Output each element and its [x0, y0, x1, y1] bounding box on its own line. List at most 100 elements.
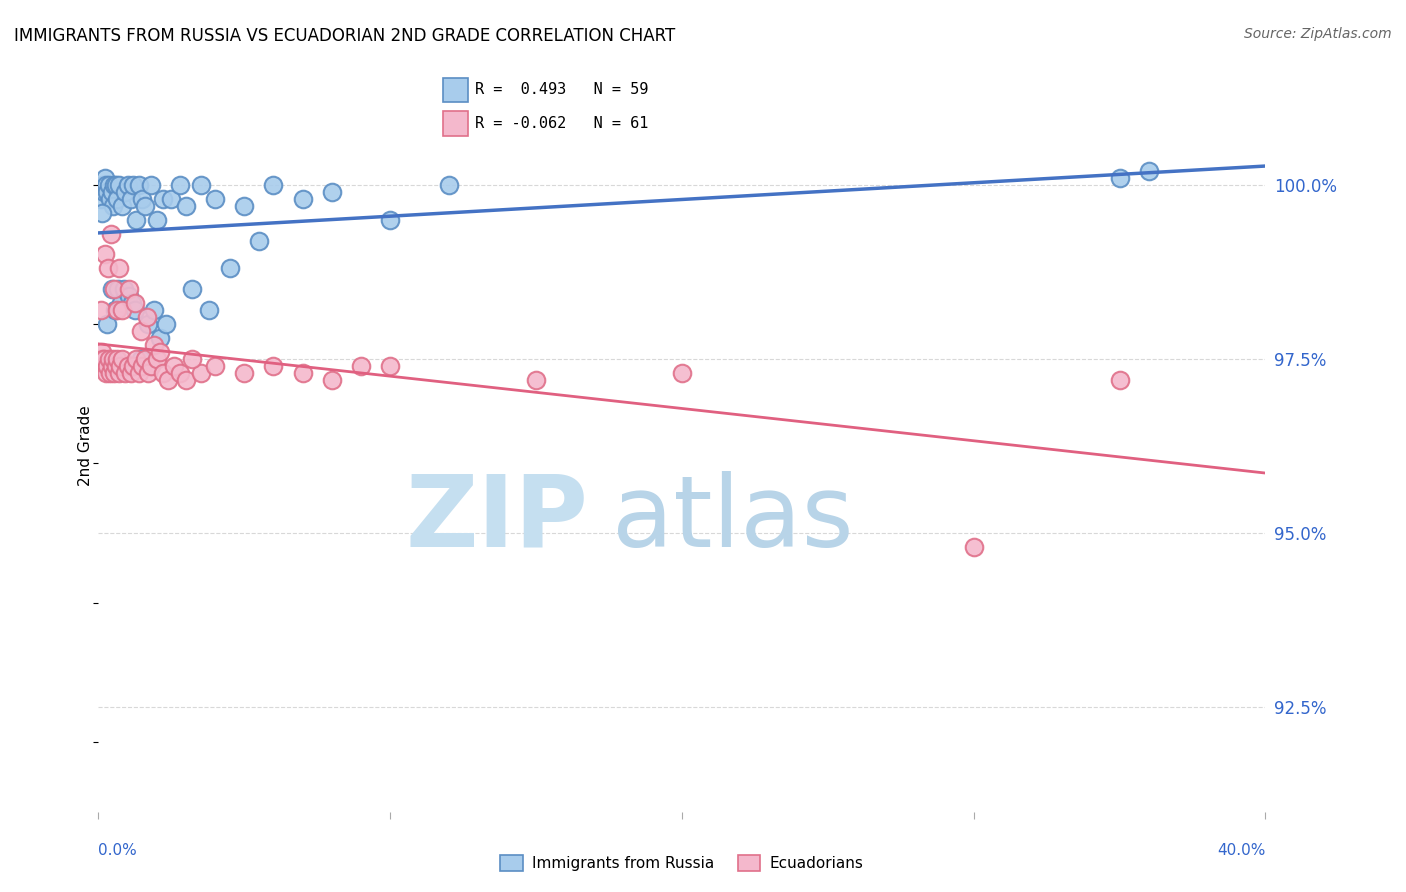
Point — [96, 185, 118, 199]
Point — [1137, 164, 1160, 178]
Point — [97, 178, 120, 192]
Point — [111, 303, 134, 318]
Point — [101, 282, 124, 296]
Point — [118, 289, 141, 303]
Point — [174, 373, 197, 387]
Point — [152, 366, 174, 380]
Point — [90, 205, 112, 219]
Point — [142, 338, 165, 352]
Point — [291, 366, 314, 380]
Point — [110, 359, 132, 373]
Point — [103, 282, 125, 296]
Point — [378, 212, 402, 227]
Point — [321, 185, 343, 199]
Point — [125, 351, 148, 366]
Point — [98, 192, 121, 206]
Point — [128, 178, 150, 192]
Point — [671, 366, 693, 380]
Point — [180, 282, 202, 296]
Point — [90, 345, 112, 359]
Text: R = -0.062   N = 61: R = -0.062 N = 61 — [475, 116, 648, 131]
Point — [91, 351, 114, 366]
Point — [233, 366, 256, 380]
Point — [112, 282, 135, 296]
Point — [146, 351, 169, 366]
Point — [103, 366, 125, 380]
Point — [96, 359, 118, 373]
Point — [117, 359, 139, 373]
Point — [91, 178, 114, 192]
Point — [94, 247, 117, 261]
Point — [190, 178, 212, 192]
Point — [107, 282, 129, 296]
Point — [152, 192, 174, 206]
Point — [105, 192, 128, 206]
Point — [180, 351, 202, 366]
Point — [105, 351, 128, 366]
Point — [129, 324, 152, 338]
Point — [125, 212, 148, 227]
Point — [104, 359, 127, 373]
Point — [204, 192, 226, 206]
Point — [135, 310, 157, 325]
Point — [89, 351, 111, 366]
Point — [124, 296, 146, 310]
Point — [190, 366, 212, 380]
Point — [198, 303, 221, 318]
Point — [100, 227, 122, 241]
Point — [233, 199, 256, 213]
Point — [1108, 170, 1130, 185]
Point — [131, 192, 153, 206]
Point — [117, 178, 139, 192]
Point — [524, 373, 547, 387]
Point — [124, 303, 146, 318]
Point — [104, 178, 127, 192]
Point — [262, 178, 284, 192]
Point — [108, 178, 131, 192]
Point — [218, 261, 240, 276]
Point — [93, 178, 115, 192]
Point — [110, 296, 132, 310]
Point — [94, 366, 117, 380]
Point — [120, 366, 142, 380]
Point — [160, 192, 183, 206]
Point — [90, 359, 112, 373]
Point — [100, 359, 122, 373]
Point — [321, 373, 343, 387]
Text: ZIP: ZIP — [406, 471, 589, 567]
Point — [136, 366, 159, 380]
Point — [90, 192, 112, 206]
Point — [97, 261, 120, 276]
Point — [118, 282, 141, 296]
Point — [93, 185, 115, 199]
Point — [93, 351, 115, 366]
Point — [128, 366, 150, 380]
Point — [103, 178, 125, 192]
Point — [169, 366, 191, 380]
Point — [105, 303, 128, 318]
Point — [134, 199, 156, 213]
Point — [350, 359, 373, 373]
Point — [204, 359, 226, 373]
Point — [90, 303, 112, 318]
Point — [142, 303, 165, 318]
Point — [101, 199, 124, 213]
Point — [157, 373, 180, 387]
Point — [131, 359, 153, 373]
Point — [94, 170, 117, 185]
Point — [139, 178, 162, 192]
Bar — [443, 78, 468, 102]
Text: IMMIGRANTS FROM RUSSIA VS ECUADORIAN 2ND GRADE CORRELATION CHART: IMMIGRANTS FROM RUSSIA VS ECUADORIAN 2ND… — [14, 27, 675, 45]
Point — [146, 212, 169, 227]
Text: R =  0.493   N = 59: R = 0.493 N = 59 — [475, 82, 648, 97]
Text: 0.0%: 0.0% — [98, 843, 138, 858]
Point — [262, 359, 284, 373]
Point — [1108, 373, 1130, 387]
Point — [291, 192, 314, 206]
Point — [139, 359, 162, 373]
Text: atlas: atlas — [612, 471, 853, 567]
Point — [98, 366, 121, 380]
Point — [120, 192, 142, 206]
Point — [108, 261, 131, 276]
Point — [97, 351, 120, 366]
